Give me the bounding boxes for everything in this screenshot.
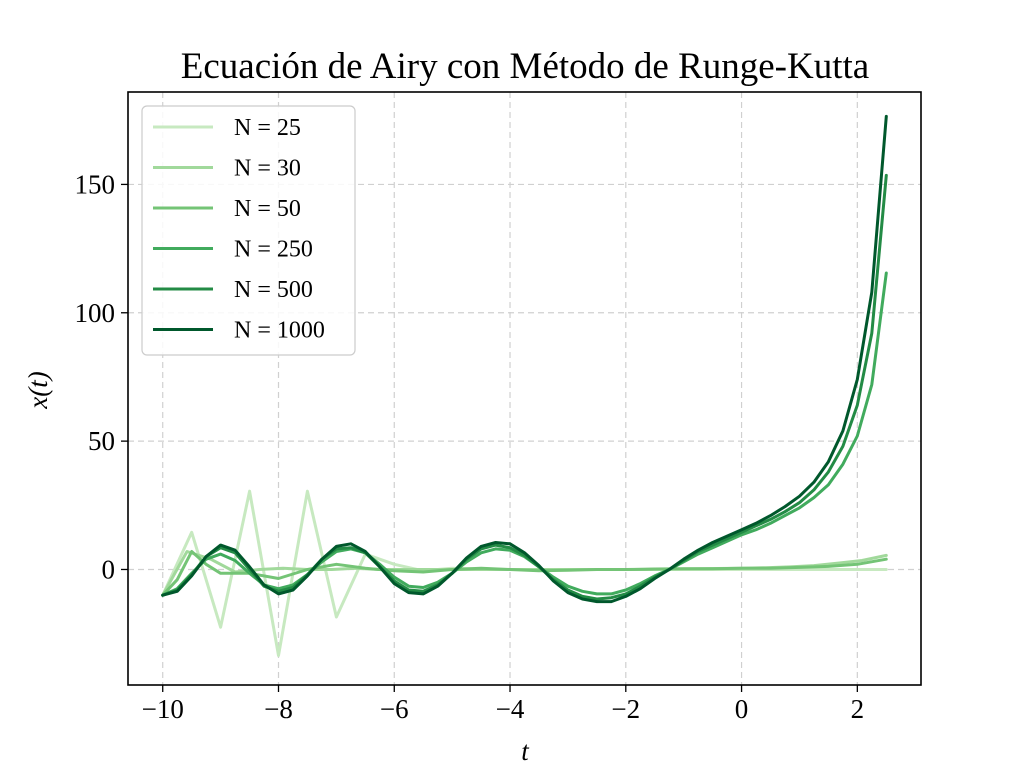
y-tick-label: 150 (75, 169, 116, 199)
x-tick-label: −2 (611, 694, 640, 724)
legend-label: N = 1000 (234, 318, 325, 344)
y-tick-label: 50 (88, 426, 115, 456)
series-line-n1000 (161, 114, 888, 604)
y-tick-label: 100 (75, 298, 116, 328)
y-axis-label: x(t) (23, 371, 53, 409)
x-tick-label: −8 (264, 694, 293, 724)
legend-label: N = 50 (234, 196, 301, 222)
series-line-n50 (161, 550, 888, 597)
plot-frame (127, 91, 922, 686)
plot-series (161, 114, 888, 657)
axis-ticks: −10 −8 −6 −4 −2 0 2 0 50 100 150 (75, 169, 865, 724)
x-tick-label: −10 (142, 694, 184, 724)
chart-title: Ecuación de Airy con Método de Runge-Kut… (181, 46, 869, 87)
series-line-n500 (161, 173, 888, 601)
legend-label: N = 30 (234, 156, 301, 182)
y-tick-label: 0 (102, 554, 116, 584)
legend-label: N = 500 (234, 277, 313, 303)
x-axis-label: t (521, 736, 530, 766)
x-tick-label: −4 (496, 694, 525, 724)
legend-label: N = 250 (234, 237, 313, 263)
x-tick-label: 2 (851, 694, 865, 724)
legend: N = 25 N = 30 N = 50 N = 250 N = 500 N = 1000 (141, 105, 356, 356)
x-tick-label: 0 (735, 694, 749, 724)
y-axis-label-group: x(t) (23, 371, 53, 409)
legend-label: N = 25 (234, 115, 301, 141)
x-tick-label: −6 (380, 694, 409, 724)
